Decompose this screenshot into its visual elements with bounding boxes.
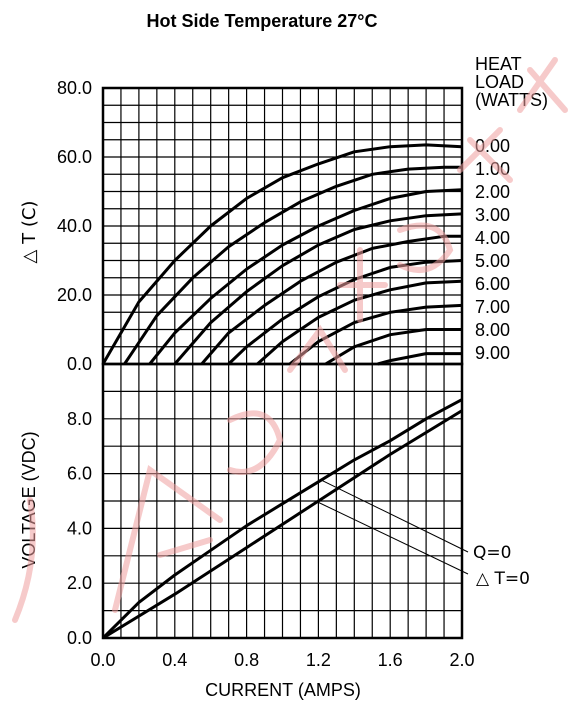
leader-line xyxy=(322,480,468,552)
bottom-y-tick-label: 6.0 xyxy=(67,464,92,484)
legend-title-line: (WATTS) xyxy=(475,90,548,110)
bottom-y-tick-label: 4.0 xyxy=(67,518,92,538)
legend-entry: 1.00 xyxy=(475,159,510,179)
top-y-tick-label: 60.0 xyxy=(57,147,92,167)
legend-entry: 9.00 xyxy=(475,343,510,363)
bottom-y-tick-labels: 0.0 2.0 4.0 6.0 8.0 xyxy=(67,409,92,648)
legend-entry: 5.00 xyxy=(475,251,510,271)
legend-entry: 8.00 xyxy=(475,320,510,340)
bottom-y-tick-label: 2.0 xyxy=(67,573,92,593)
legend-entry: 0.00 xyxy=(475,136,510,156)
heat-load-curve-4 xyxy=(202,236,462,364)
legend-entry: 6.00 xyxy=(475,274,510,294)
x-tick-label: 0.8 xyxy=(234,650,259,670)
x-tick-labels: 0.0 0.4 0.8 1.2 1.6 2.0 xyxy=(90,650,474,670)
chart-title: Hot Side Temperature 27°C xyxy=(147,11,378,31)
x-tick-label: 1.6 xyxy=(378,650,403,670)
legend-title-line: HEAT xyxy=(475,54,522,74)
heat-load-curve-7 xyxy=(290,305,462,364)
x-tick-label: 0.0 xyxy=(90,650,115,670)
legend-entry: 2.00 xyxy=(475,182,510,202)
x-tick-label: 2.0 xyxy=(449,650,474,670)
voltage-legend: Q=0 △ T=0 xyxy=(318,480,530,589)
top-y-tick-label: 0.0 xyxy=(67,354,92,374)
bottom-grid xyxy=(103,364,462,638)
top-y-axis-label: △ T (C) xyxy=(19,201,40,264)
bottom-y-tick-label: 8.0 xyxy=(67,409,92,429)
top-y-tick-label: 80.0 xyxy=(57,78,92,98)
bottom-y-tick-label: 0.0 xyxy=(67,628,92,648)
x-tick-label: 0.4 xyxy=(162,650,187,670)
leader-line xyxy=(318,502,468,574)
legend-entry: 7.00 xyxy=(475,297,510,317)
voltage-legend-label: △ T=0 xyxy=(476,569,530,589)
legend-entry: 3.00 xyxy=(475,205,510,225)
top-y-tick-labels: 0.0 20.0 40.0 60.0 80.0 xyxy=(57,78,92,374)
x-tick-label: 1.2 xyxy=(306,650,331,670)
bottom-y-axis-label: VOLTAGE (VDC) xyxy=(19,431,39,568)
x-axis-label: CURRENT (AMPS) xyxy=(205,680,361,700)
legend-title-line: LOAD xyxy=(475,72,524,92)
top-y-tick-label: 40.0 xyxy=(57,216,92,236)
legend-entry: 4.00 xyxy=(475,228,510,248)
top-y-tick-label: 20.0 xyxy=(57,285,92,305)
top-grid xyxy=(103,88,462,364)
voltage-legend-label: Q=0 xyxy=(473,543,511,563)
